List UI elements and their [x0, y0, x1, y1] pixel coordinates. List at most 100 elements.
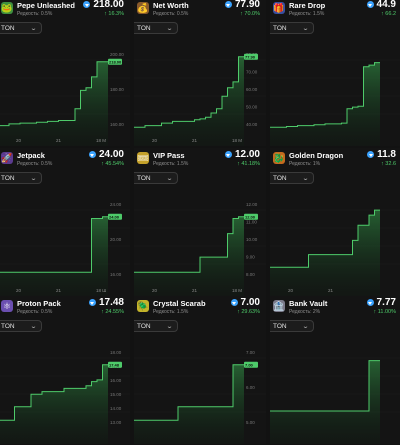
- chevron-down-icon: ⌄: [165, 323, 174, 330]
- card-header: ⚛ Proton Pack Редкость: 0.5% 17.48 ↑ 24.…: [0, 296, 130, 332]
- price-block: 218.00: [83, 0, 124, 10]
- gift-card-pepe-unleashed[interactable]: 🐸 Pepe Unleashed Редкость: 0.5% 218.00 ↑…: [0, 0, 130, 146]
- price-chart[interactable]: 7.00 6.00 5.00 7.00: [134, 340, 266, 444]
- price-change: ↑ 45.54%: [101, 161, 124, 167]
- currency-select[interactable]: TON ⌄: [0, 172, 42, 184]
- ton-coin-icon: [366, 299, 374, 306]
- gift-rarity: Редкость: 0.5%: [153, 11, 189, 17]
- currency-select-value: TON: [137, 322, 151, 330]
- current-price-tag: [244, 361, 258, 368]
- current-price-tag-label: 12.00: [245, 214, 256, 219]
- card-header: 💰 Net Worth Редкость: 0.5% 77.90 ↑ 70.0%…: [134, 0, 266, 34]
- y-axis-label: 70.00: [246, 70, 258, 75]
- chevron-down-icon: ⌄: [301, 25, 310, 32]
- currency-select[interactable]: TON ⌄: [270, 172, 314, 184]
- gift-card-golden-dragon[interactable]: 🐉 Golden Dragon Редкость: 1% 11.8 ↑ 32.6…: [270, 148, 400, 296]
- x-axis-label: 18 Ш: [96, 288, 106, 293]
- ton-coin-icon: [224, 151, 232, 158]
- gift-card-vip-pass[interactable]: 🎟 VIP Pass Редкость: 1.5% 12.00 ↑ 41.18%…: [134, 148, 266, 296]
- gift-card-crystal-scarab[interactable]: 🪲 Crystal Scarab Редкость: 1.5% 7.00 ↑ 2…: [134, 296, 266, 444]
- current-price-tag-label: 17.48: [109, 362, 120, 367]
- y-axis-label: 50.00: [246, 105, 258, 110]
- price-area: [134, 56, 244, 146]
- price-chart[interactable]: 20 21: [270, 192, 400, 296]
- gift-rarity: Редкость: 0.5%: [17, 309, 53, 315]
- gift-rarity: Редкость: 0.5%: [17, 11, 53, 17]
- y-axis-label: 18.00: [110, 350, 122, 355]
- currency-select[interactable]: TON ⌄: [270, 22, 314, 34]
- card-header: 🎟 VIP Pass Редкость: 1.5% 12.00 ↑ 41.18%…: [134, 148, 266, 184]
- y-axis-label: 8.00: [246, 272, 255, 277]
- y-axis-label: 16.00: [110, 272, 122, 277]
- chevron-down-icon: ⌄: [29, 175, 38, 182]
- price-change: ↑ 24.55%: [101, 309, 124, 315]
- gift-card-bank-vault[interactable]: 🏦 Bank Vault Редкость: 2% 7.77 ↑ 11.00% …: [270, 296, 400, 444]
- currency-select-value: TON: [137, 174, 151, 182]
- price-line: [270, 360, 380, 412]
- price-block: 7.00: [230, 297, 260, 308]
- y-axis-label: 160.00: [110, 122, 124, 127]
- price-line: [0, 61, 108, 127]
- gift-name: Jetpack: [17, 151, 45, 160]
- gift-card-proton-pack[interactable]: ⚛ Proton Pack Редкость: 0.5% 17.48 ↑ 24.…: [0, 296, 130, 444]
- card-header: 🐸 Pepe Unleashed Редкость: 0.5% 218.00 ↑…: [0, 0, 130, 34]
- gift-price: 44.9: [376, 0, 396, 10]
- gift-card-rare-drop[interactable]: 🎁 Rare Drop Редкость: 1.5% 44.9 ↑ 66.2 T…: [270, 0, 400, 146]
- currency-select[interactable]: TON ⌄: [270, 320, 314, 332]
- ton-coin-icon: [88, 151, 96, 158]
- price-change: ↑ 32.6: [381, 161, 396, 167]
- y-axis-label: 200.00: [110, 52, 124, 57]
- currency-select[interactable]: TON ⌄: [0, 320, 42, 332]
- price-area: [0, 216, 108, 296]
- vault-icon: 🏦: [273, 300, 285, 312]
- gift-name: VIP Pass: [153, 151, 185, 160]
- currency-select[interactable]: TON ⌄: [134, 22, 178, 34]
- gift-name: Golden Dragon: [289, 151, 344, 160]
- price-area: [270, 62, 380, 146]
- y-axis-label: 13.00: [110, 420, 122, 425]
- gift-price: 7.00: [240, 297, 260, 308]
- gift-card-net-worth[interactable]: 💰 Net Worth Редкость: 0.5% 77.90 ↑ 70.0%…: [134, 0, 266, 146]
- x-axis-label: 21: [56, 138, 62, 143]
- y-axis-label: 40.00: [246, 122, 258, 127]
- x-axis-label: 20: [288, 288, 294, 293]
- y-axis-label: 7.00: [246, 350, 255, 355]
- currency-select[interactable]: TON ⌄: [134, 320, 178, 332]
- x-axis-label: 18 M: [232, 138, 242, 143]
- currency-select-value: TON: [137, 24, 151, 32]
- currency-select[interactable]: TON ⌄: [134, 172, 178, 184]
- card-header: 🏦 Bank Vault Редкость: 2% 7.77 ↑ 11.00% …: [270, 296, 400, 332]
- price-line: [270, 209, 380, 268]
- gift-rarity: Редкость: 2%: [289, 309, 321, 315]
- price-chart-svg: 7.00 6.00 5.00 7.00: [134, 350, 266, 444]
- price-change: ↑ 16.3%: [104, 11, 124, 17]
- x-axis-label: 20: [152, 288, 158, 293]
- price-chart[interactable]: 200.00 180.00 160.00 20 21 18 M 218.00: [0, 42, 130, 146]
- price-block: 11.8: [367, 149, 396, 160]
- price-chart[interactable]: 24.00 20.00 16.00 20 21 18 Ш 24.00: [0, 192, 130, 296]
- x-axis-label: 21: [192, 288, 198, 293]
- currency-select[interactable]: TON ⌄: [0, 22, 42, 34]
- scarab-icon: 🪲: [137, 300, 149, 312]
- price-chart-svg: 200.00 180.00 160.00 20 21 18 M 218.00: [0, 52, 130, 146]
- price-chart[interactable]: 12.00 11.00 10.00 9.00 8.00 20 21 18 M 12.00: [134, 192, 266, 296]
- price-line: [134, 56, 244, 128]
- gift-price: 12.00: [234, 149, 260, 160]
- card-header: 🐉 Golden Dragon Редкость: 1% 11.8 ↑ 32.6…: [270, 148, 400, 184]
- current-price-tag: [108, 58, 122, 65]
- ton-coin-icon: [83, 1, 91, 8]
- gift-card-jetpack[interactable]: 🚀 Jetpack Редкость: 0.5% 24.00 ↑ 45.54% …: [0, 148, 130, 296]
- ton-coin-icon: [230, 299, 238, 306]
- jetpack-icon: 🚀: [1, 152, 13, 164]
- gift-name: Rare Drop: [289, 1, 326, 10]
- price-chart[interactable]: [270, 340, 400, 444]
- current-price-tag: [108, 213, 122, 220]
- price-chart-svg: 20 21: [270, 209, 400, 296]
- current-price-tag: [244, 213, 258, 220]
- price-chart[interactable]: [270, 42, 400, 146]
- chevron-down-icon: ⌄: [301, 175, 310, 182]
- price-line: [0, 364, 108, 421]
